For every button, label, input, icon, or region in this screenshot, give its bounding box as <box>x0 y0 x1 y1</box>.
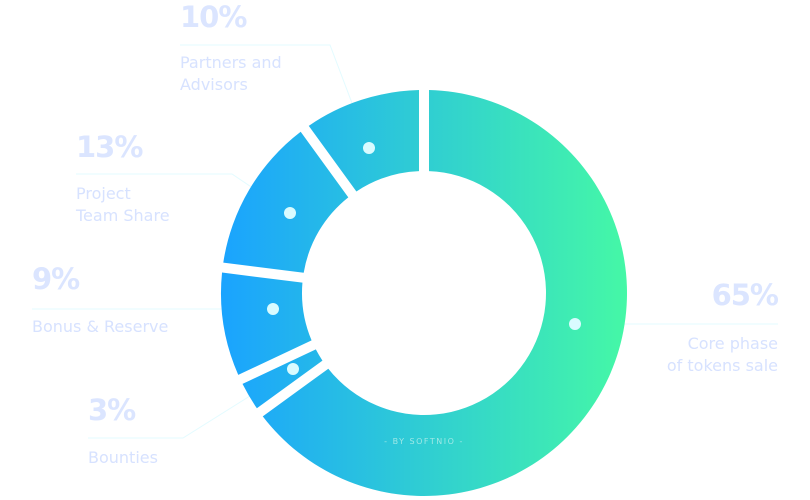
donut-segment-bonus <box>221 272 312 375</box>
donut-segment-core <box>262 90 628 497</box>
label-bounties: Bounties <box>88 448 158 467</box>
value-label-core: 65% <box>711 278 779 312</box>
label-core: Core phase of tokens sale <box>666 334 778 375</box>
marker-dot-bounties <box>287 363 299 375</box>
label-partners: Partners and Advisors <box>180 53 282 94</box>
value-label-team: 13% <box>76 130 143 164</box>
credit-text: - BY SOFTNIO - <box>384 437 464 446</box>
donut-segment-bounties <box>242 349 323 409</box>
donut-segment-partners <box>308 90 420 192</box>
value-label-bounties: 3% <box>88 393 136 427</box>
marker-dot-partners <box>363 142 375 154</box>
marker-dot-bonus <box>267 303 279 315</box>
value-label-bonus: 9% <box>32 262 80 296</box>
marker-dot-team <box>284 207 296 219</box>
label-team: Project Team Share <box>76 184 170 225</box>
value-label-partners: 10% <box>180 0 247 34</box>
label-bonus: Bonus & Reserve <box>32 317 169 336</box>
marker-dot-core <box>569 318 581 330</box>
donut-segment-team <box>223 131 349 273</box>
